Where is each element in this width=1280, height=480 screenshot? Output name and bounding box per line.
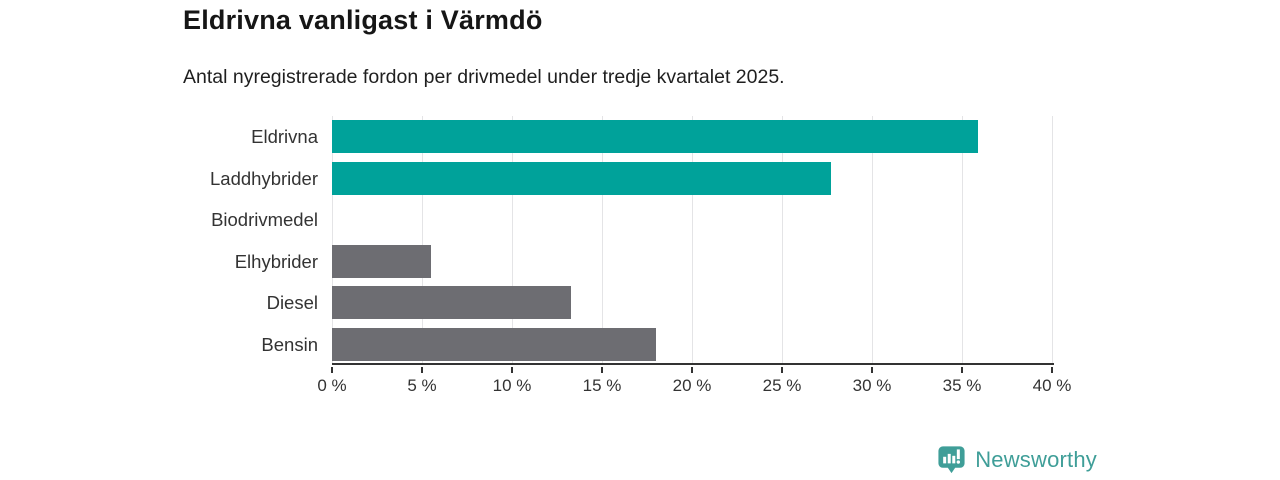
gridline-35 bbox=[962, 116, 963, 363]
category-labels: Eldrivna Laddhybrider Biodrivmedel Elhybrid… bbox=[0, 116, 332, 365]
x-tick-label-35: 35 % bbox=[942, 376, 982, 395]
x-tick-label-5: 5 % bbox=[407, 376, 437, 395]
x-tick-5 bbox=[421, 367, 423, 373]
bar-eldrivna bbox=[332, 120, 979, 154]
x-tick-label-20: 20 % bbox=[672, 376, 712, 395]
gridline-20 bbox=[692, 116, 693, 363]
gridline-15 bbox=[602, 116, 603, 363]
category-label-laddhybrider: Laddhybrider bbox=[210, 167, 318, 189]
x-tick-0 bbox=[331, 367, 333, 373]
category-label-diesel: Diesel bbox=[266, 292, 318, 313]
gridline-25 bbox=[782, 116, 783, 363]
bar-bensin bbox=[332, 327, 656, 361]
gridline-0 bbox=[332, 116, 333, 363]
chart-subtitle: Antal nyregistrerade fordon per drivmede… bbox=[183, 66, 785, 88]
x-axis: 0 % 5 % 10 % 15 % 20 % 25 % 30 % 35 % 40 % bbox=[317, 367, 1071, 407]
bar-diesel bbox=[332, 286, 572, 320]
x-tick-25 bbox=[781, 367, 783, 373]
category-label-bensin: Bensin bbox=[261, 333, 318, 355]
gridline-40 bbox=[1052, 116, 1053, 363]
x-tick-label-40: 40 % bbox=[1032, 376, 1072, 395]
gridline-10 bbox=[512, 116, 513, 363]
x-tick-label-30: 30 % bbox=[852, 376, 892, 395]
x-tick-35 bbox=[961, 367, 963, 373]
gridline-30 bbox=[872, 116, 873, 363]
x-tick-15 bbox=[601, 367, 603, 373]
gridline-5 bbox=[422, 116, 423, 363]
x-tick-30 bbox=[871, 367, 873, 373]
x-tick-10 bbox=[511, 367, 513, 373]
bar-laddhybrider bbox=[332, 161, 831, 195]
category-label-eldrivna: Eldrivna bbox=[251, 126, 318, 147]
newsworthy-logo-text: Newsworthy bbox=[975, 446, 1097, 472]
bar-chart-plot-area bbox=[332, 116, 1054, 365]
x-tick-40 bbox=[1051, 367, 1053, 373]
x-tick-label-15: 15 % bbox=[582, 376, 622, 395]
chart-title: Eldrivna vanligast i Värmdö bbox=[183, 5, 543, 35]
x-tick-label-0: 0 % bbox=[317, 376, 347, 395]
x-tick-label-10: 10 % bbox=[492, 376, 532, 395]
bar-elhybrider bbox=[332, 244, 431, 278]
newsworthy-logo: Newsworthy bbox=[936, 444, 1097, 475]
category-label-elhybrider: Elhybrider bbox=[234, 250, 318, 272]
category-label-biodrivmedel: Biodrivmedel bbox=[211, 209, 318, 230]
x-tick-label-25: 25 % bbox=[762, 376, 802, 395]
x-tick-20 bbox=[691, 367, 693, 373]
newsworthy-logo-icon bbox=[938, 446, 965, 474]
